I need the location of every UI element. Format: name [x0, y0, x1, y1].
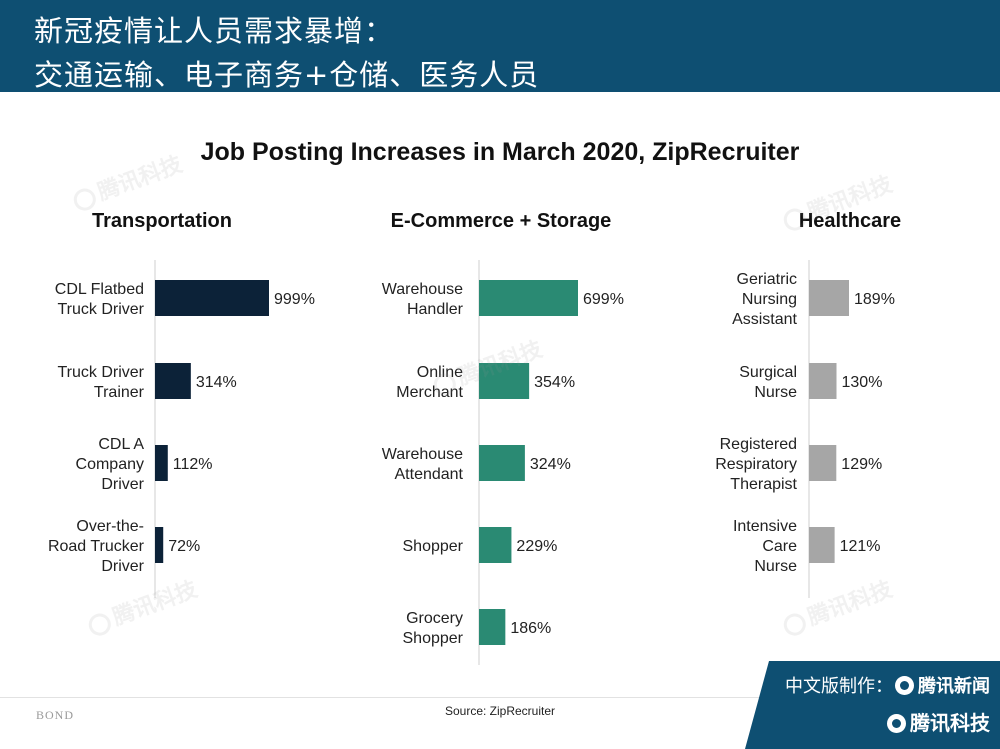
category-label: Registered Respiratory Therapist [715, 436, 797, 493]
category-label: Truck Driver Trainer [57, 364, 144, 401]
bar [809, 445, 837, 481]
panel-title-ecommerce: E-Commerce + Storage [390, 210, 612, 232]
header-banner: 新冠疫情让人员需求暴增： 交通运输、电子商务+仓储、医务人员 [0, 0, 1000, 92]
bar-value-label: 72% [168, 538, 200, 555]
category-label: Intensive Care Nurse [733, 518, 797, 575]
bar-value-label: 189% [854, 291, 895, 308]
source-note: Source: ZipRecruiter [444, 704, 556, 718]
bar [479, 445, 525, 481]
bond-logo: BOND [36, 708, 75, 722]
bar [809, 527, 835, 563]
category-label: Geriatric Nursing Assistant [732, 271, 797, 328]
category-label: Over-the-Road Trucker Driver [48, 518, 145, 575]
bar-value-label: 699% [583, 291, 624, 308]
category-label: Online Merchant [396, 364, 463, 401]
bar-value-label: 229% [516, 538, 557, 555]
bar-value-label: 129% [841, 456, 882, 473]
bar-value-label: 130% [842, 374, 883, 391]
bar [809, 280, 849, 316]
bar-value-label: 354% [534, 374, 575, 391]
bar [155, 280, 269, 316]
panel-title-healthcare: Healthcare [798, 210, 902, 232]
category-label: Grocery Shopper [403, 610, 464, 647]
bar [155, 445, 168, 481]
category-label: CDL Flatbed Truck Driver [55, 281, 145, 318]
bar-value-label: 112% [173, 456, 213, 473]
bar [479, 527, 512, 563]
bar [809, 363, 837, 399]
credit-badge: 中文版制作： 腾讯新闻 腾讯科技 [745, 661, 1000, 749]
category-label: Surgical Nurse [739, 364, 797, 401]
header-title-line2: 交通运输、电子商务+仓储、医务人员 [34, 58, 540, 92]
category-label: Warehouse Attendant [382, 446, 464, 483]
bar-value-label: 121% [840, 538, 881, 555]
bar-value-label: 186% [510, 620, 551, 637]
bar-value-label: 999% [274, 291, 315, 308]
bar [155, 363, 191, 399]
category-label: Shopper [403, 538, 464, 555]
chart-title: Job Posting Increases in March 2020, Zip… [200, 138, 800, 166]
panel-title-transportation: Transportation [91, 210, 232, 232]
bar-value-label: 324% [530, 456, 571, 473]
header-title-line1: 新冠疫情让人员需求暴增： [34, 14, 395, 48]
bar-value-label: 314% [196, 374, 237, 391]
category-label: Warehouse Handler [382, 281, 464, 318]
bar [479, 609, 506, 645]
bar [479, 280, 578, 316]
bar [479, 363, 530, 399]
tencent-logo-icon [895, 676, 914, 695]
tencent-logo-icon [887, 714, 906, 733]
footer-divider [0, 697, 760, 698]
credit-line: 中文版制作： 腾讯新闻 [785, 676, 990, 697]
credit-brand: 腾讯科技 [885, 707, 990, 736]
category-label: CDL A Company Driver [76, 436, 145, 493]
bar [155, 527, 164, 563]
